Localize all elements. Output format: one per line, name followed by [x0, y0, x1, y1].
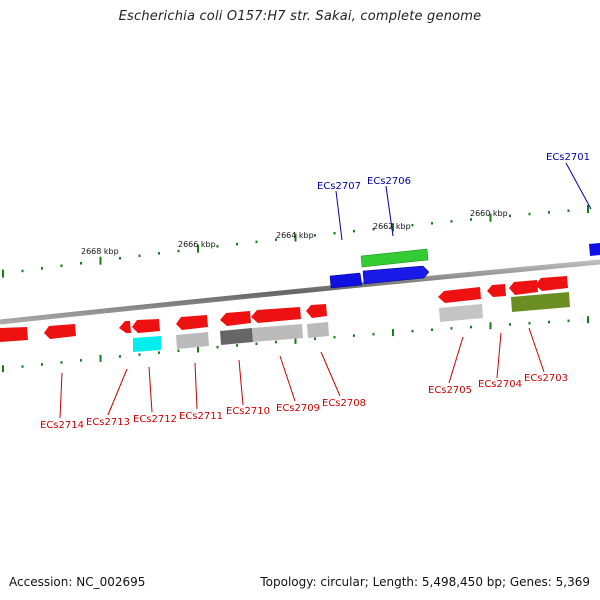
label-ECs2710[interactable]: ECs2710 [226, 406, 270, 417]
forward-strand-genes [329, 243, 600, 289]
label-ECs2711[interactable]: ECs2711 [179, 411, 223, 422]
gene-ECs2707[interactable] [329, 272, 363, 289]
label-ECs2703[interactable]: ECs2703 [524, 373, 568, 384]
gene-ECs2711[interactable] [176, 315, 208, 330]
scale-label-2668: 2668 kbp [81, 247, 119, 256]
label-ECs2706[interactable]: ECs2706 [367, 176, 411, 187]
function-bar-ECs2705 [439, 304, 483, 322]
lower-function-track [133, 292, 570, 352]
gene-ECs2713[interactable] [44, 324, 76, 339]
function-bar-ECs2711 [176, 332, 209, 349]
label-ECs2713[interactable]: ECs2713 [86, 417, 130, 428]
gene-ECs2704[interactable] [487, 284, 506, 297]
upper-scale-ticks [2, 205, 589, 278]
gene-ECs2709[interactable] [251, 307, 301, 323]
reverse-strand-genes [0, 276, 568, 342]
gene-ECs2702[interactable] [535, 276, 568, 291]
genome-backbone [0, 259, 600, 325]
function-bar-ECs2703 [511, 292, 570, 312]
function-bar-ECs2708 [307, 322, 329, 338]
scale-label-2664: 2664 kbp [276, 231, 314, 240]
function-bar-ECs2709 [252, 324, 303, 342]
label-ECs2707[interactable]: ECs2707 [317, 181, 361, 192]
gene-ECs2713b[interactable] [119, 321, 131, 333]
gene-ECs2705[interactable] [438, 287, 481, 303]
label-ECs2704[interactable]: ECs2704 [478, 379, 522, 390]
scale-label-2660: 2660 kbp [470, 209, 508, 218]
label-ECs2708[interactable]: ECs2708 [322, 398, 366, 409]
lower-scale-ticks [2, 316, 589, 373]
upper-function-track [360, 248, 429, 268]
genome-stats-text: Topology: circular; Length: 5,498,450 bp… [260, 575, 590, 589]
gene-ECs2706[interactable] [362, 265, 430, 285]
label-ECs2709[interactable]: ECs2709 [276, 403, 320, 414]
map-title: Escherichia coli O157:H7 str. Sakai, com… [118, 9, 482, 24]
accession-text: Accession: NC_002695 [9, 575, 146, 589]
gene-ECs2701[interactable] [589, 243, 600, 256]
gene-ECs2712[interactable] [132, 319, 160, 333]
gene-ECs2703[interactable] [509, 280, 538, 295]
function-bar-ECs2712 [133, 336, 161, 352]
function-bar-ECs2710 [220, 328, 253, 345]
gene-ECs2708[interactable] [306, 304, 327, 318]
label-ECs2701[interactable]: ECs2701 [546, 152, 590, 163]
scale-label-2666: 2666 kbp [178, 240, 216, 249]
gene-ECs2714[interactable] [0, 327, 28, 342]
function-bar-ECs2706 [360, 248, 429, 268]
label-ECs2705[interactable]: ECs2705 [428, 385, 472, 396]
leader-lines [59, 162, 592, 419]
gene-labels: ECs2707 ECs2706 ECs2701 ECs2714 ECs2713 … [40, 152, 590, 431]
gene-ECs2710[interactable] [220, 311, 251, 326]
label-ECs2714[interactable]: ECs2714 [40, 420, 84, 431]
label-ECs2712[interactable]: ECs2712 [133, 414, 177, 425]
